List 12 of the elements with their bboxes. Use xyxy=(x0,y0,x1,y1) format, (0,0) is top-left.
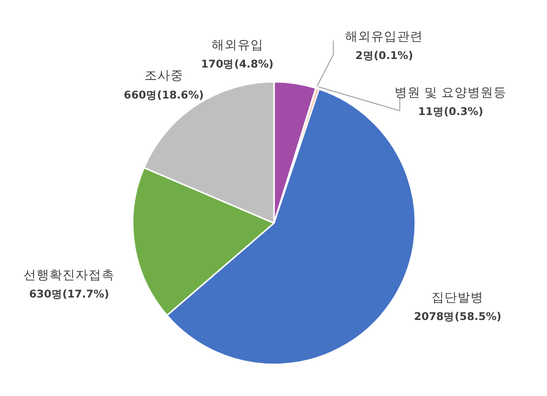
slice-label: 집단발병 xyxy=(432,289,484,304)
slice-label: 병원 및 요양병원등 xyxy=(394,84,507,100)
data-label: 630명(17.7%) xyxy=(29,288,110,301)
slice-label: 선행확진자접촉 xyxy=(24,267,115,282)
data-label: 11명(0.3%) xyxy=(418,105,484,118)
slice-label: 해외유입관련 xyxy=(345,28,424,44)
slice-label: 해외유입 xyxy=(211,36,264,52)
slice-label: 조사중 xyxy=(144,68,184,83)
data-label: 2명(0.1%) xyxy=(355,49,414,62)
data-label: 660명(18.6%) xyxy=(124,88,204,102)
data-label: 170명(4.8%) xyxy=(200,57,274,70)
data-label: 2078명(58.5%) xyxy=(414,310,502,324)
